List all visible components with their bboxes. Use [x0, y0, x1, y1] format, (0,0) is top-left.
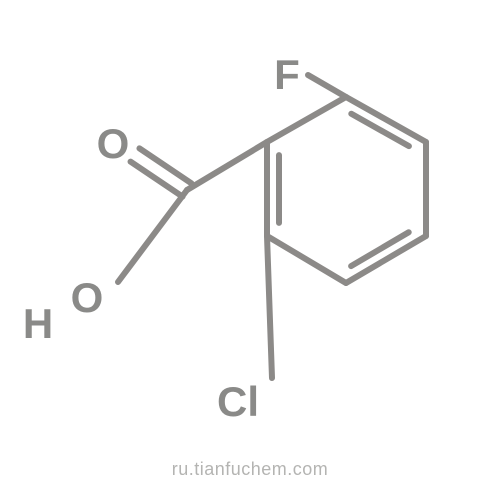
molecule-canvas — [0, 0, 500, 500]
